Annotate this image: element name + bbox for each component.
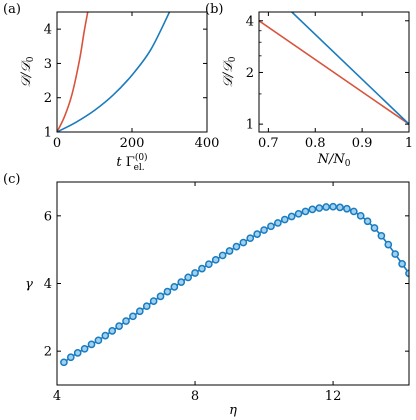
data-point <box>294 209 303 218</box>
data-point <box>363 217 372 226</box>
data-point <box>204 260 213 269</box>
data-point <box>170 283 179 291</box>
data-point <box>94 336 103 345</box>
data-point <box>356 211 365 220</box>
data-point <box>184 273 192 282</box>
y-tick-label: 3 <box>44 57 52 72</box>
x-axis-label: N/N0 <box>317 152 351 169</box>
x-tick-label: 0.7 <box>258 136 279 151</box>
panel-label: (c) <box>3 172 20 187</box>
panel-1: 0 200 400 1 2 3 4 (a) 𝒟/𝒟0 t Γ(0) el. <box>3 2 219 173</box>
y-tick-label: 6 <box>44 209 52 224</box>
data-point <box>101 331 110 340</box>
data-point <box>163 287 172 296</box>
data-point <box>80 344 89 353</box>
y-axis-label: 𝒟/𝒟0 <box>221 56 238 87</box>
data-point <box>239 238 248 247</box>
y-tick-label: 2 <box>44 345 52 360</box>
data-point <box>198 264 206 273</box>
data-point <box>377 231 386 240</box>
data-point <box>149 297 158 305</box>
data-point <box>260 226 268 234</box>
x-axis-label: t Γ(0) el. <box>116 152 147 173</box>
data-point <box>232 242 241 251</box>
data-point <box>191 269 199 277</box>
data-point <box>246 234 255 243</box>
data-point <box>287 212 296 221</box>
data-point <box>370 224 379 232</box>
x-tick-label: 0 <box>53 136 61 151</box>
x-tick-label: 8 <box>191 389 199 404</box>
data-point <box>336 203 344 212</box>
data-point <box>60 358 68 367</box>
axes-frame <box>56 11 208 133</box>
y-tick-label: 4 <box>246 14 254 29</box>
data-point <box>129 312 137 321</box>
x-tick-label: 4 <box>53 389 61 404</box>
data-point <box>267 222 275 231</box>
y-tick-label: 2 <box>246 66 254 81</box>
x-tick-label: 1 <box>405 136 413 151</box>
data-point <box>135 307 144 316</box>
data-point <box>398 260 406 268</box>
x-axis-label: η <box>229 403 237 418</box>
data-point <box>122 317 130 325</box>
data-point <box>274 219 282 227</box>
data-point <box>391 250 400 258</box>
x-tick-label: 0.8 <box>305 136 326 151</box>
y-tick-label: 4 <box>44 23 52 38</box>
data-point <box>349 207 358 216</box>
series-line-1 <box>57 12 89 132</box>
x-tick-label: 200 <box>120 136 145 151</box>
y-axis-label: γ <box>25 277 33 292</box>
y-tick-label: 4 <box>44 277 52 292</box>
data-point <box>308 205 317 214</box>
x-tick-label: 400 <box>195 136 220 151</box>
panel-2: 0.7 0.8 0.9 1 1 2 4 (b) 𝒟/𝒟0 N/N0 <box>205 2 413 169</box>
y-tick-label: 1 <box>246 118 254 133</box>
data-point <box>66 353 75 362</box>
panel-label: (b) <box>205 2 223 17</box>
data-point <box>329 202 337 211</box>
series-line-2 <box>291 12 409 125</box>
panel-3: 4 8 12 2 4 6 (c) η γ <box>3 172 410 418</box>
x-tick-label: 0.9 <box>352 136 373 151</box>
data-point <box>315 204 324 212</box>
panel-label: (a) <box>3 2 21 17</box>
data-point <box>280 215 289 224</box>
data-point <box>177 278 186 286</box>
data-point <box>142 302 151 311</box>
data-point <box>156 292 165 301</box>
data-point <box>87 340 96 349</box>
data-point <box>301 207 310 216</box>
data-point <box>384 240 393 249</box>
data-point <box>218 251 227 260</box>
y-tick-label: 1 <box>44 126 52 141</box>
data-point <box>225 247 234 255</box>
series-line-1 <box>259 20 409 125</box>
data-point <box>73 349 82 357</box>
data-point <box>343 204 351 213</box>
data-point <box>115 322 123 330</box>
data-point <box>211 255 220 264</box>
y-axis-label: 𝒟/𝒟0 <box>19 56 36 87</box>
series-line-2 <box>57 12 171 132</box>
data-point <box>322 203 331 211</box>
x-tick-label: 12 <box>325 389 342 404</box>
y-tick-label: 2 <box>44 91 52 106</box>
data-point <box>108 327 117 335</box>
series-line-1 <box>63 205 409 363</box>
data-point <box>253 230 262 238</box>
